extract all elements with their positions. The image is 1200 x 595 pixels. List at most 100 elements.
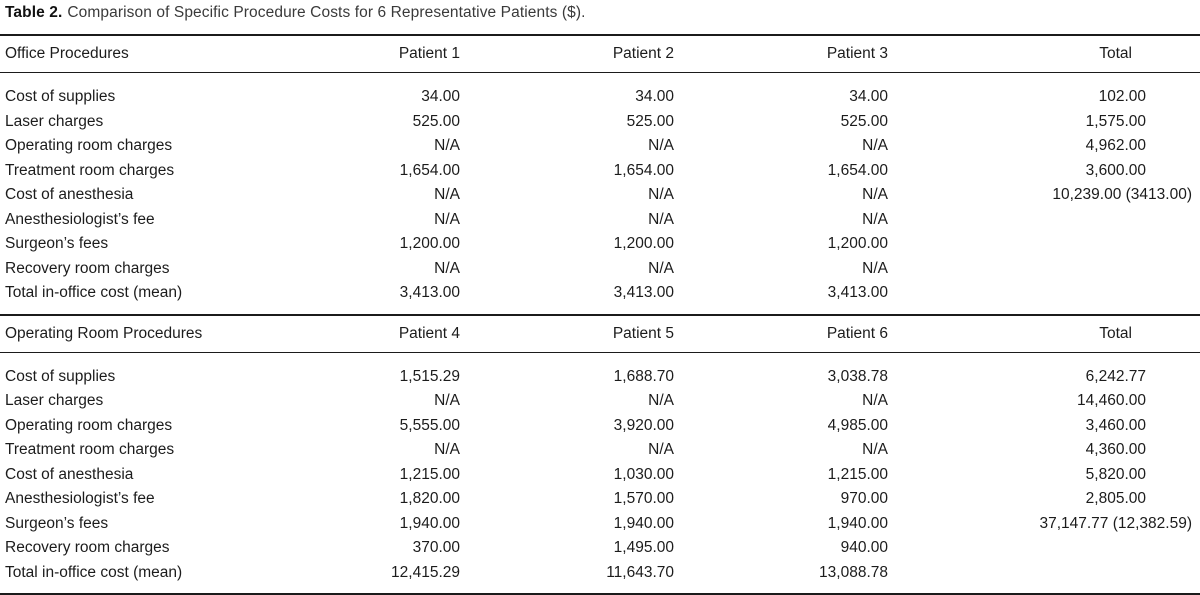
table-caption-text: Comparison of Specific Procedure Costs f… xyxy=(67,4,586,21)
cost-value: 3,413.00 xyxy=(613,284,674,301)
cost-value xyxy=(890,208,1200,233)
cost-value: 4,985.00 xyxy=(827,416,888,434)
row-label: Laser charges xyxy=(5,392,104,409)
cost-value: N/A xyxy=(434,441,460,458)
cost-comparison-table: Office Procedures Patient 1 Patient 2 Patie… xyxy=(0,34,1200,595)
cost-value: 5,555.00 xyxy=(399,416,460,434)
cost-value: N/A xyxy=(648,392,674,409)
cost-value: 1,215.00 xyxy=(399,465,460,483)
column-header: Patient 1 xyxy=(345,34,462,73)
column-header-total: Total xyxy=(890,34,1200,73)
cost-value: 34.00 xyxy=(849,88,888,105)
row-label: Surgeon’s fees xyxy=(5,235,109,252)
row-label: Operating room charges xyxy=(5,416,173,434)
cost-value: 3,460.00 xyxy=(1085,416,1146,434)
cost-value: 1,200.00 xyxy=(827,235,888,252)
office-procedures-body: Cost of supplies 34.00 34.00 34.00 102.00 Las… xyxy=(0,73,1200,315)
cost-value: N/A xyxy=(648,259,674,277)
cost-value: 1,940.00 xyxy=(613,514,674,532)
office-procedures-header-row: Office Procedures Patient 1 Patient 2 Patie… xyxy=(0,34,1200,73)
table-row: Operating room charges 5,555.00 3,920.00 4,… xyxy=(0,414,1200,439)
cost-value: 14,460.00 xyxy=(1077,392,1146,409)
cost-value: 940.00 xyxy=(840,539,888,556)
cost-value: 13,088.78 xyxy=(819,563,888,581)
row-label: Treatment room charges xyxy=(5,441,175,458)
cost-value: N/A xyxy=(862,259,888,277)
cost-value: N/A xyxy=(434,137,460,154)
cost-value: 3,413.00 xyxy=(399,284,460,301)
section-title: Office Procedures xyxy=(0,34,345,73)
operating-room-procedures-body: Cost of supplies 1,515.29 1,688.70 3,038.78… xyxy=(0,352,1200,594)
cost-value: N/A xyxy=(648,137,674,154)
cost-value: 6,242.77 xyxy=(1085,367,1146,385)
cost-value: N/A xyxy=(648,441,674,458)
row-label: Recovery room charges xyxy=(5,539,170,556)
cost-value: 3,600.00 xyxy=(1085,161,1146,179)
cost-value xyxy=(890,281,1200,315)
table-row: Treatment room charges N/A N/A N/A 4,360.00 xyxy=(0,438,1200,463)
cost-value: 37,147.77 (12,382.59) xyxy=(1039,514,1192,532)
row-label: Cost of anesthesia xyxy=(5,465,134,483)
cost-value: 2,805.00 xyxy=(1085,490,1146,507)
cost-value: N/A xyxy=(862,186,888,203)
cost-value: 11,643.70 xyxy=(606,563,674,581)
cost-value: 34.00 xyxy=(421,88,460,105)
cost-value: N/A xyxy=(862,137,888,154)
cost-value: 1,570.00 xyxy=(613,490,674,507)
cost-value: 1,200.00 xyxy=(399,235,460,252)
operating-room-procedures-header-row: Operating Room Procedures Patient 4 Patien… xyxy=(0,313,1200,353)
row-label: Anesthesiologist’s fee xyxy=(5,210,155,228)
table-row: Surgeon’s fees 1,940.00 1,940.00 1,940.00 37… xyxy=(0,512,1200,537)
cost-value: 3,920.00 xyxy=(613,416,674,434)
table-row: Laser charges 525.00 525.00 525.00 1,575.00 xyxy=(0,110,1200,135)
table-row: Laser charges N/A N/A N/A 14,460.00 xyxy=(0,389,1200,414)
cost-value xyxy=(890,536,1200,561)
cost-value: 525.00 xyxy=(412,112,460,130)
table-row: Total in-office cost (mean) 12,415.29 11,6… xyxy=(0,561,1200,595)
cost-value: 1,654.00 xyxy=(399,161,460,179)
row-label: Total in-office cost (mean) xyxy=(5,284,183,301)
table-row: Treatment room charges 1,654.00 1,654.00 1,… xyxy=(0,159,1200,184)
table-row: Recovery room charges 370.00 1,495.00 940.0… xyxy=(0,536,1200,561)
cost-value: N/A xyxy=(434,259,460,277)
row-label: Cost of supplies xyxy=(5,88,116,105)
column-header: Patient 5 xyxy=(462,313,676,353)
row-label: Laser charges xyxy=(5,112,104,130)
row-label: Operating room charges xyxy=(5,137,173,154)
cost-value: 1,654.00 xyxy=(827,161,888,179)
cost-value: 1,940.00 xyxy=(827,514,888,532)
table-row: Operating room charges N/A N/A N/A 4,962.00 xyxy=(0,134,1200,159)
cost-value: 3,413.00 xyxy=(827,284,888,301)
cost-value: 1,940.00 xyxy=(399,514,460,532)
table-row: Anesthesiologist’s fee N/A N/A N/A xyxy=(0,208,1200,233)
row-label: Surgeon’s fees xyxy=(5,514,109,532)
cost-value: 370.00 xyxy=(412,539,460,556)
cost-value: N/A xyxy=(434,210,460,228)
table-row: Recovery room charges N/A N/A N/A xyxy=(0,257,1200,282)
cost-value: N/A xyxy=(862,441,888,458)
row-label: Total in-office cost (mean) xyxy=(5,563,183,581)
column-header: Patient 2 xyxy=(462,34,676,73)
cost-value: 1,215.00 xyxy=(827,465,888,483)
column-header-total: Total xyxy=(890,313,1200,353)
cost-value: 1,515.29 xyxy=(399,367,460,385)
table-row: Cost of anesthesia N/A N/A N/A 10,239.00 (34… xyxy=(0,183,1200,208)
row-label: Anesthesiologist’s fee xyxy=(5,490,155,507)
cost-value: N/A xyxy=(434,392,460,409)
cost-value: 1,495.00 xyxy=(613,539,674,556)
cost-value xyxy=(890,257,1200,282)
table-row: Surgeon’s fees 1,200.00 1,200.00 1,200.00 xyxy=(0,232,1200,257)
cost-value: 1,200.00 xyxy=(613,235,674,252)
table-caption-label: Table 2. xyxy=(5,4,63,21)
row-label: Cost of anesthesia xyxy=(5,186,134,203)
table-row: Cost of anesthesia 1,215.00 1,030.00 1,215.… xyxy=(0,463,1200,488)
cost-value: 4,962.00 xyxy=(1085,137,1146,154)
cost-value: 34.00 xyxy=(635,88,674,105)
cost-value: N/A xyxy=(862,210,888,228)
cost-value: 12,415.29 xyxy=(391,563,460,581)
cost-value: N/A xyxy=(862,392,888,409)
cost-value: 1,820.00 xyxy=(399,490,460,507)
cost-value: 1,575.00 xyxy=(1085,112,1146,130)
cost-value: 1,654.00 xyxy=(613,161,674,179)
row-label: Cost of supplies xyxy=(5,367,116,385)
